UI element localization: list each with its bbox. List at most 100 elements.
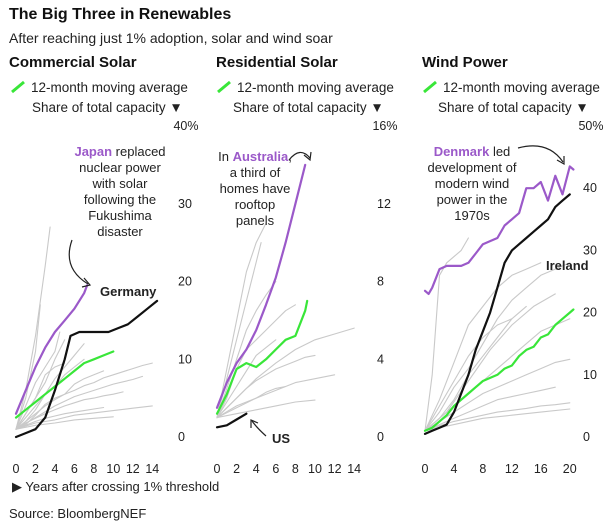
wind-series-line-average <box>423 308 575 432</box>
residential-series-label: US <box>272 431 290 446</box>
wind-series-line-grey <box>424 293 556 432</box>
commercial-series-line-grey <box>15 362 66 430</box>
green-line-icon <box>423 80 437 94</box>
residential-y-tick-label: 12 <box>377 197 391 211</box>
residential-annotation-line: In Australia, <box>218 149 292 164</box>
legend-moving-average-wind: 12-month moving average <box>423 80 600 95</box>
wind-y-tick-label: 40 <box>583 181 597 195</box>
wind-y-tick-label: 30 <box>583 243 597 257</box>
wind-series-line-grey <box>424 318 571 432</box>
wind-x-tick-label: 4 <box>450 462 457 476</box>
wind-x-tick-label: 8 <box>479 462 486 476</box>
commercial-annotation-line: with solar <box>92 176 149 191</box>
residential-series-line-dark <box>215 412 248 429</box>
commercial-series-line-grey <box>15 391 124 430</box>
wind-y-tick-label: 20 <box>583 306 597 320</box>
commercial-annotation-line: Fukushima <box>88 208 152 223</box>
wind-series-line-grey <box>424 358 571 432</box>
commercial-arrowhead <box>81 277 92 288</box>
residential-x-tick-label: 0 <box>214 462 221 476</box>
wind-annotation-line: modern wind <box>435 176 509 191</box>
residential-x-tick-label: 6 <box>272 462 279 476</box>
green-line-icon <box>11 80 25 94</box>
residential-x-tick-label: 12 <box>328 462 342 476</box>
residential-annotation-line: a third of <box>230 165 281 180</box>
residential-x-tick-label: 14 <box>347 462 361 476</box>
chart-title: The Big Three in Renewables <box>9 6 232 23</box>
residential-series-line-grey <box>216 354 316 419</box>
residential-y-tick-label: 0 <box>377 430 384 444</box>
wind-y-tick-label: 10 <box>583 368 597 382</box>
commercial-x-tick-label: 4 <box>51 462 58 476</box>
residential-x-tick-label: 10 <box>308 462 322 476</box>
wind-y-tick-label: 0 <box>583 430 590 444</box>
residential-series-line-grey <box>216 339 277 419</box>
source-note: Source: BloombergNEF <box>9 506 147 521</box>
commercial-series-line-grey <box>15 406 105 430</box>
wind-annotation-arrow <box>517 145 564 163</box>
commercial-annotation-line: nuclear power <box>79 160 161 175</box>
commercial-series-line-grey <box>15 226 51 430</box>
wind-x-tick-label: 20 <box>563 462 577 476</box>
commercial-annotation-arrow <box>68 239 89 285</box>
commercial-x-tick-label: 14 <box>145 462 159 476</box>
commercial-x-tick-label: 2 <box>32 462 39 476</box>
residential-x-tick-label: 2 <box>233 462 240 476</box>
wind-series-line-grey <box>424 318 513 432</box>
commercial-series-line-grey <box>15 343 85 430</box>
wind-series-line-grey <box>424 408 571 432</box>
residential-x-tick-label: 8 <box>292 462 299 476</box>
legend-share-commercial: Share of total capacity ▼ <box>32 100 183 115</box>
legend-share-residential: Share of total capacity ▼ <box>233 100 384 115</box>
residential-y-tick-label: 4 <box>377 352 384 366</box>
wind-x-tick-label: 12 <box>505 462 519 476</box>
legend-share-wind: Share of total capacity ▼ <box>438 100 589 115</box>
residential-y-tick-label: 16% <box>372 119 397 133</box>
green-line-icon <box>217 80 231 94</box>
commercial-series-line-average <box>14 350 115 419</box>
commercial-series-line-grey <box>15 416 114 430</box>
residential-series-line-average <box>215 299 309 415</box>
residential-arrowhead <box>303 151 312 162</box>
wind-series-label: Ireland <box>546 258 589 273</box>
residential-x-tick-label: 4 <box>253 462 260 476</box>
commercial-annotation-line: Japan replaced <box>74 144 165 159</box>
commercial-y-tick-label: 30 <box>178 197 192 211</box>
commercial-y-tick-label: 10 <box>178 352 192 366</box>
commercial-series-line-grey <box>15 375 144 430</box>
commercial-series-line-grey <box>15 370 105 430</box>
residential-label-arrow <box>251 420 267 437</box>
commercial-x-tick-label: 12 <box>126 462 140 476</box>
commercial-x-tick-label: 6 <box>71 462 78 476</box>
wind-series-line-dark <box>423 193 571 435</box>
panel-title-wind-power: Wind Power <box>422 54 508 71</box>
legend-moving-average-residential: 12-month moving average <box>217 80 394 95</box>
wind-x-tick-label: 0 <box>422 462 429 476</box>
legend-moving-average-commercial: 12-month moving average <box>11 80 188 95</box>
residential-series-line-grey <box>216 222 267 419</box>
residential-annotation-line: rooftop <box>235 197 275 212</box>
commercial-series-line-highlight <box>14 284 89 415</box>
wind-series-line-grey <box>424 237 469 432</box>
x-axis-note: ▶ Years after crossing 1% threshold <box>12 479 220 494</box>
wind-x-tick-label: 16 <box>534 462 548 476</box>
wind-annotation-line: power in the <box>437 192 508 207</box>
residential-series-line-grey <box>216 280 277 419</box>
commercial-x-tick-label: 10 <box>106 462 120 476</box>
panel-title-commercial-solar: Commercial Solar <box>9 54 137 71</box>
wind-y-tick-label: 50% <box>578 119 603 133</box>
wind-series-line-grey <box>424 262 542 432</box>
wind-series-line-grey <box>424 402 571 432</box>
wind-arrowhead <box>556 156 565 166</box>
residential-annotation-line: panels <box>236 213 275 228</box>
panel-title-residential-solar: Residential Solar <box>216 54 338 71</box>
residential-series-line-grey <box>216 385 287 419</box>
commercial-annotation-line: following the <box>84 192 156 207</box>
residential-series-line-highlight <box>215 163 307 409</box>
residential-y-tick-label: 8 <box>377 275 384 289</box>
commercial-y-tick-label: 0 <box>178 430 185 444</box>
commercial-x-tick-label: 8 <box>90 462 97 476</box>
residential-annotation-arrow <box>288 151 311 161</box>
commercial-series-line-grey <box>15 405 153 430</box>
